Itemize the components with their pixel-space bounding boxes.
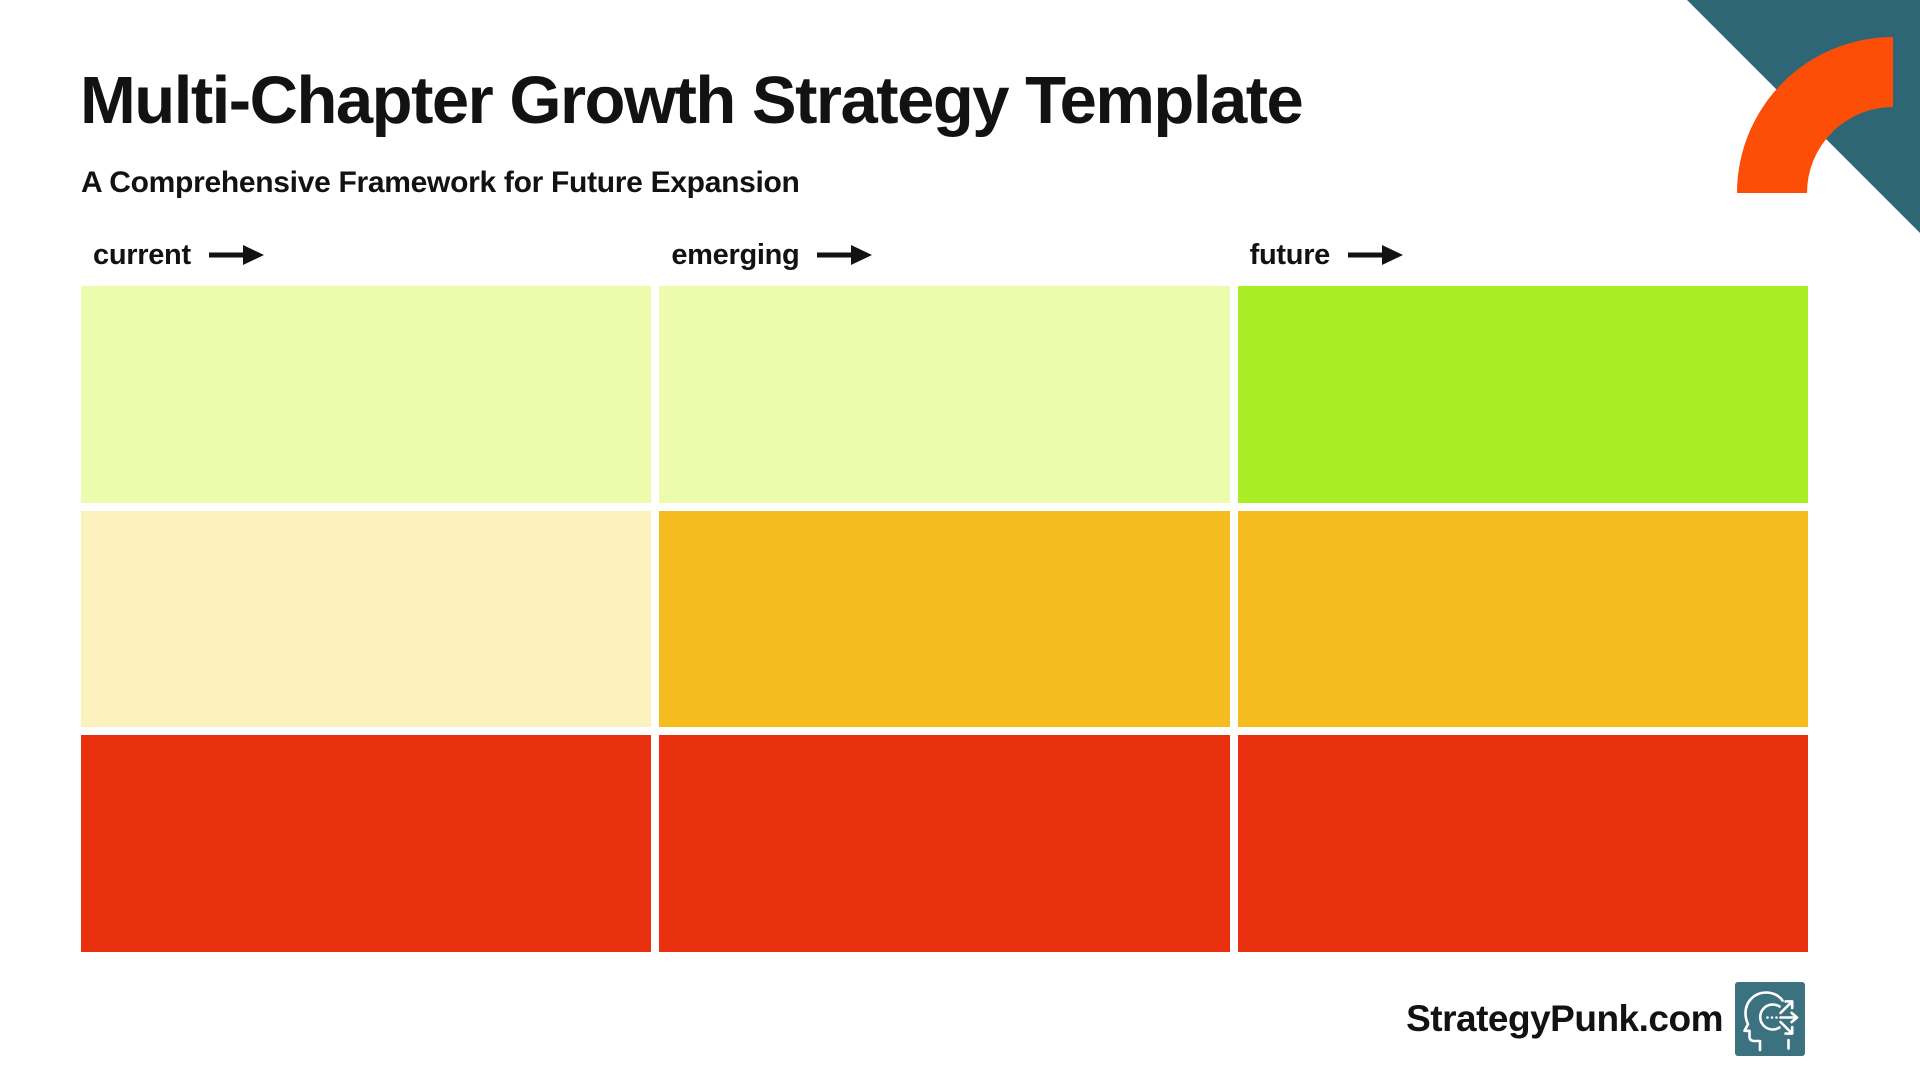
head-profile-with-arrows-icon [1735, 982, 1805, 1056]
dotted-line [1766, 1016, 1778, 1019]
column-header-current: current [81, 232, 651, 278]
matrix-column-headers: current emerging future [81, 232, 1808, 278]
growth-matrix [81, 286, 1808, 952]
right-arrow-icon [1348, 245, 1404, 265]
page-title: Multi-Chapter Growth Strategy Template [80, 63, 1304, 138]
matrix-cell-row3-col3 [1237, 735, 1808, 952]
matrix-cell-row1-col3 [1237, 286, 1808, 503]
footer-brand-block: StrategyPunk.com [1406, 982, 1805, 1056]
matrix-cell-row1-col2 [659, 286, 1230, 503]
brand-text: StrategyPunk.com [1406, 998, 1723, 1039]
column-header-future: future [1238, 232, 1808, 278]
matrix-cell-row2-col3 [1237, 510, 1808, 728]
matrix-cell-row2-col1 [81, 510, 652, 728]
column-header-label: current [93, 238, 191, 271]
column-header-label: emerging [671, 238, 800, 271]
page-subtitle: A Comprehensive Framework for Future Exp… [81, 166, 800, 199]
column-header-emerging: emerging [659, 232, 1229, 278]
matrix-cell-row3-col1 [81, 735, 652, 952]
matrix-cell-row2-col2 [659, 510, 1230, 728]
matrix-cell-row1-col1 [81, 286, 652, 503]
matrix-cell-row3-col2 [659, 735, 1230, 952]
right-arrow-icon [208, 245, 264, 265]
corner-quarter-arc-shape [1737, 37, 1893, 193]
column-header-label: future [1249, 238, 1331, 271]
corner-decoration [1687, 0, 1920, 233]
right-arrow-icon [817, 245, 873, 265]
